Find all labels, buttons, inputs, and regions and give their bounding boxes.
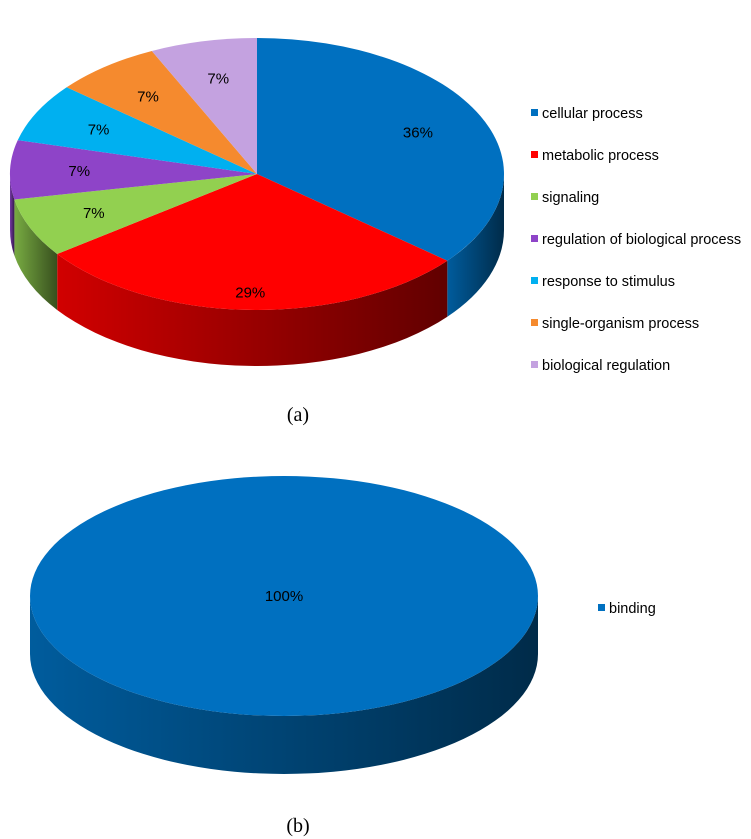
- data-label-cellular-process: 36%: [403, 124, 433, 141]
- legend-swatch-response-to-stimulus: [531, 277, 538, 284]
- data-label-regulation-of-biological-process: 7%: [68, 163, 90, 180]
- legend-label-cellular-process: cellular process: [542, 106, 643, 122]
- caption-a: (a): [287, 404, 309, 426]
- legend-item-binding: binding: [598, 601, 656, 617]
- legend-swatch-regulation-of-biological-process: [531, 235, 538, 242]
- legend-swatch-cellular-process: [531, 109, 538, 116]
- legend-label-single-organism-process: single-organism process: [542, 316, 699, 332]
- legend-item-single-organism-process: single-organism process: [531, 316, 699, 332]
- data-label-metabolic-process: 29%: [235, 284, 265, 301]
- legend-a: cellular process metabolic process signali…: [531, 106, 741, 374]
- data-label-biological-regulation: 7%: [207, 70, 229, 87]
- pie-chart-b: 100% binding (b): [30, 476, 656, 837]
- legend-item-biological-regulation: biological regulation: [531, 358, 670, 374]
- legend-label-binding: binding: [609, 601, 656, 617]
- legend-item-signaling: signaling: [531, 190, 599, 206]
- legend-item-metabolic-process: metabolic process: [531, 148, 659, 164]
- legend-item-cellular-process: cellular process: [531, 106, 643, 122]
- legend-swatch-biological-regulation: [531, 361, 538, 368]
- data-label-binding: 100%: [265, 588, 303, 605]
- caption-b: (b): [286, 815, 309, 837]
- legend-swatch-signaling: [531, 193, 538, 200]
- data-label-response-to-stimulus: 7%: [88, 122, 110, 139]
- data-label-single-organism-process: 7%: [137, 89, 159, 106]
- legend-label-regulation-of-biological-process: regulation of biological process: [542, 232, 741, 248]
- pie-slice-biological-regulation: [151, 38, 257, 174]
- legend-b: binding: [598, 601, 656, 617]
- pie-chart-a: 36% 29% 7% 7% 7% 7% 7% cellular process metabol…: [10, 38, 741, 426]
- pie-slice-binding: [30, 476, 538, 716]
- legend-item-response-to-stimulus: response to stimulus: [531, 274, 675, 290]
- data-label-signaling: 7%: [83, 205, 105, 222]
- legend-swatch-metabolic-process: [531, 151, 538, 158]
- pie-slice-side-signaling: [14, 199, 58, 310]
- legend-swatch-single-organism-process: [531, 319, 538, 326]
- pie-slice-side-binding: [30, 596, 538, 774]
- pie-slice-regulation-of-biological-process: [10, 140, 258, 200]
- pie-slice-response-to-stimulus: [17, 87, 257, 174]
- legend-label-response-to-stimulus: response to stimulus: [542, 274, 675, 290]
- legend-item-regulation-of-biological-process: regulation of biological process: [531, 232, 741, 248]
- pie-slice-cellular-process: [257, 38, 504, 261]
- pie-slice-side-regulation-of-biological-process: [10, 174, 15, 256]
- legend-swatch-binding: [598, 604, 605, 611]
- legend-label-metabolic-process: metabolic process: [542, 148, 659, 164]
- pie-slice-side-metabolic-process: [57, 253, 448, 366]
- pie-slice-single-organism-process: [66, 50, 257, 174]
- legend-label-signaling: signaling: [542, 190, 599, 206]
- pie-slice-signaling: [14, 174, 258, 254]
- legend-label-biological-regulation: biological regulation: [542, 358, 670, 374]
- pie-slice-side-cellular-process: [447, 174, 504, 317]
- pie-slice-metabolic-process: [57, 174, 448, 311]
